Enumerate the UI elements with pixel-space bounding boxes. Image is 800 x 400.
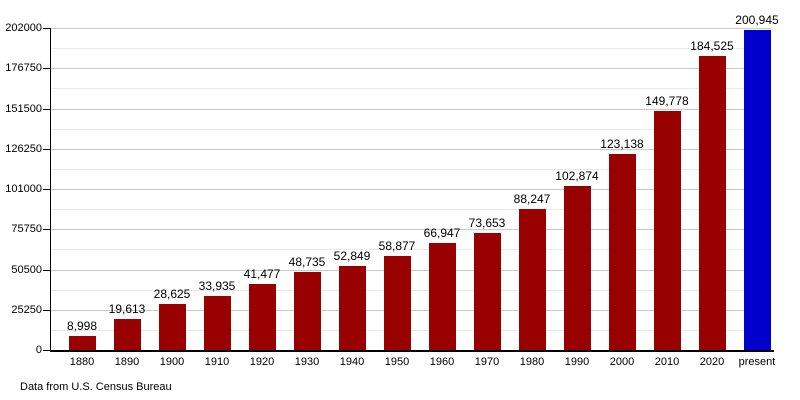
minor-gridline bbox=[50, 128, 771, 130]
major-gridline bbox=[50, 309, 771, 311]
bar-2000 bbox=[608, 153, 636, 350]
source-footnote: Data from U.S. Census Bureau bbox=[20, 381, 172, 393]
x-axis-category-label: present bbox=[738, 356, 776, 368]
bar-value-label: 33,935 bbox=[198, 278, 236, 293]
bar-value-label: 184,525 bbox=[690, 38, 734, 53]
bar-value-label: 41,477 bbox=[243, 266, 281, 281]
y-axis-tick-label: 176750 bbox=[5, 62, 42, 75]
bar-value-label: 102,874 bbox=[555, 169, 599, 183]
y-axis-tick-label: 202000 bbox=[5, 22, 42, 34]
bar-1930 bbox=[293, 272, 321, 350]
minor-gridline bbox=[50, 88, 771, 90]
x-axis-category-label: 1980 bbox=[519, 356, 545, 368]
minor-gridline bbox=[50, 249, 771, 251]
y-axis-tick-label: 151500 bbox=[5, 102, 42, 115]
minor-gridline bbox=[50, 209, 771, 211]
y-axis-tick-label: 75750 bbox=[11, 223, 42, 236]
bar-value-label: 48,735 bbox=[288, 255, 326, 270]
minor-gridline bbox=[50, 329, 771, 331]
x-axis-category-label: 1900 bbox=[159, 356, 185, 368]
x-axis-category-label: 1960 bbox=[429, 356, 455, 368]
bar-value-label: 52,849 bbox=[333, 248, 371, 263]
x-axis-category-label: 2000 bbox=[609, 356, 635, 368]
y-axis-tick-label: 50500 bbox=[11, 263, 42, 276]
bar-value-label: 8,998 bbox=[66, 318, 98, 333]
major-gridline bbox=[50, 68, 771, 70]
bar-2010 bbox=[653, 111, 681, 350]
y-axis-tick bbox=[43, 229, 50, 231]
y-axis-tick-label: 101000 bbox=[5, 183, 42, 195]
bar-1900 bbox=[158, 304, 186, 350]
bar-value-label: 28,625 bbox=[153, 287, 191, 302]
x-axis bbox=[50, 350, 774, 352]
major-gridline bbox=[50, 189, 771, 190]
bar-value-label: 73,653 bbox=[468, 215, 506, 230]
x-axis-category-label: 1910 bbox=[204, 356, 230, 368]
x-axis-category-label: 1930 bbox=[294, 356, 320, 368]
bar-1890 bbox=[113, 318, 141, 350]
y-axis-tick bbox=[43, 189, 50, 190]
major-gridline bbox=[50, 269, 771, 271]
x-axis-category-label: 1970 bbox=[474, 356, 500, 368]
bar-value-label: 200,945 bbox=[735, 12, 779, 27]
x-axis-category-label: 1880 bbox=[69, 356, 95, 368]
x-axis-category-label: 1950 bbox=[384, 356, 410, 368]
y-axis-tick bbox=[43, 68, 50, 70]
bar-value-label: 123,138 bbox=[600, 136, 644, 151]
x-axis-category-label: 2010 bbox=[654, 356, 680, 368]
y-axis-tick bbox=[43, 309, 50, 311]
bar-value-label: 66,947 bbox=[423, 226, 461, 241]
major-gridline bbox=[50, 28, 771, 29]
bar-2020 bbox=[698, 55, 726, 350]
bar-1940 bbox=[338, 265, 366, 350]
minor-gridline bbox=[50, 289, 771, 291]
y-axis bbox=[50, 28, 51, 350]
bar-1950 bbox=[383, 256, 411, 350]
bar-1980 bbox=[518, 209, 546, 350]
bar-1960 bbox=[428, 243, 456, 350]
x-axis-category-label: 1990 bbox=[564, 356, 590, 368]
bar-1970 bbox=[473, 232, 501, 350]
x-axis-category-label: 2020 bbox=[699, 356, 725, 368]
y-axis-tick bbox=[43, 28, 50, 29]
bar-1910 bbox=[203, 295, 231, 350]
bar-value-label: 19,613 bbox=[108, 301, 146, 316]
bar-1990 bbox=[563, 186, 591, 350]
bar-1880 bbox=[68, 335, 96, 350]
bar-value-label: 58,877 bbox=[378, 239, 416, 254]
bar-value-label: 88,247 bbox=[513, 192, 551, 207]
y-axis-tick bbox=[43, 108, 50, 110]
minor-gridline bbox=[50, 48, 771, 50]
major-gridline bbox=[50, 229, 771, 231]
y-axis-tick bbox=[43, 148, 50, 150]
bar-1920 bbox=[248, 283, 276, 350]
minor-gridline bbox=[50, 168, 771, 170]
x-axis-category-label: 1890 bbox=[114, 356, 140, 368]
y-axis-tick-label: 0 bbox=[35, 344, 42, 356]
major-gridline bbox=[50, 108, 771, 110]
x-axis-category-label: 1920 bbox=[249, 356, 275, 368]
bar-value-label: 149,778 bbox=[645, 94, 689, 109]
y-axis-tick-label: 126250 bbox=[5, 142, 42, 155]
y-axis-tick bbox=[43, 269, 50, 271]
y-axis-tick bbox=[43, 350, 50, 351]
y-axis-tick-label: 25250 bbox=[11, 303, 42, 316]
bar-present bbox=[743, 29, 771, 350]
x-axis-category-label: 1940 bbox=[339, 356, 365, 368]
major-gridline bbox=[50, 148, 771, 150]
